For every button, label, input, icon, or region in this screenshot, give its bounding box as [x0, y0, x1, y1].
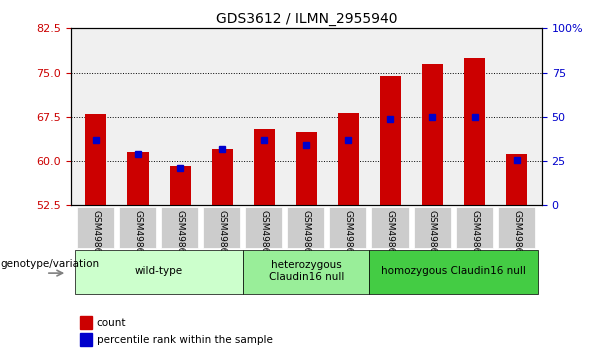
Bar — [380, 75, 401, 205]
Title: GDS3612 / ILMN_2955940: GDS3612 / ILMN_2955940 — [216, 12, 397, 26]
FancyBboxPatch shape — [369, 250, 538, 294]
Bar — [422, 64, 443, 205]
FancyBboxPatch shape — [161, 207, 198, 248]
Text: GSM498693: GSM498693 — [344, 210, 353, 264]
FancyBboxPatch shape — [456, 207, 492, 248]
FancyBboxPatch shape — [329, 207, 366, 248]
Bar — [80, 316, 92, 329]
Bar — [338, 113, 359, 205]
Text: count: count — [97, 318, 126, 328]
Text: heterozygous
Claudin16 null: heterozygous Claudin16 null — [269, 260, 344, 282]
Text: GSM498696: GSM498696 — [470, 210, 479, 264]
FancyBboxPatch shape — [245, 207, 282, 248]
Bar — [464, 58, 485, 205]
FancyBboxPatch shape — [372, 207, 409, 248]
Text: GSM498692: GSM498692 — [302, 210, 311, 264]
Bar — [127, 152, 148, 205]
Bar — [211, 149, 233, 205]
Bar — [254, 129, 274, 205]
Text: GSM498690: GSM498690 — [218, 210, 227, 264]
FancyBboxPatch shape — [75, 250, 243, 294]
FancyBboxPatch shape — [119, 207, 156, 248]
Text: GSM498688: GSM498688 — [134, 210, 143, 264]
FancyBboxPatch shape — [203, 207, 240, 248]
Text: GSM498695: GSM498695 — [428, 210, 437, 264]
FancyBboxPatch shape — [243, 250, 369, 294]
Text: GSM498697: GSM498697 — [512, 210, 521, 264]
Bar — [506, 154, 527, 205]
FancyBboxPatch shape — [287, 207, 325, 248]
Bar — [170, 166, 191, 205]
Bar — [296, 132, 317, 205]
Text: GSM498691: GSM498691 — [260, 210, 269, 264]
Text: GSM498689: GSM498689 — [176, 210, 184, 264]
FancyBboxPatch shape — [498, 207, 535, 248]
Bar — [85, 114, 107, 205]
FancyBboxPatch shape — [77, 207, 114, 248]
Bar — [80, 333, 92, 346]
Text: genotype/variation: genotype/variation — [0, 259, 99, 269]
Text: percentile rank within the sample: percentile rank within the sample — [97, 335, 273, 345]
Text: GSM498687: GSM498687 — [91, 210, 100, 264]
FancyBboxPatch shape — [413, 207, 451, 248]
Text: homozygous Claudin16 null: homozygous Claudin16 null — [381, 266, 526, 276]
Text: wild-type: wild-type — [135, 266, 183, 276]
Text: GSM498694: GSM498694 — [386, 210, 395, 264]
